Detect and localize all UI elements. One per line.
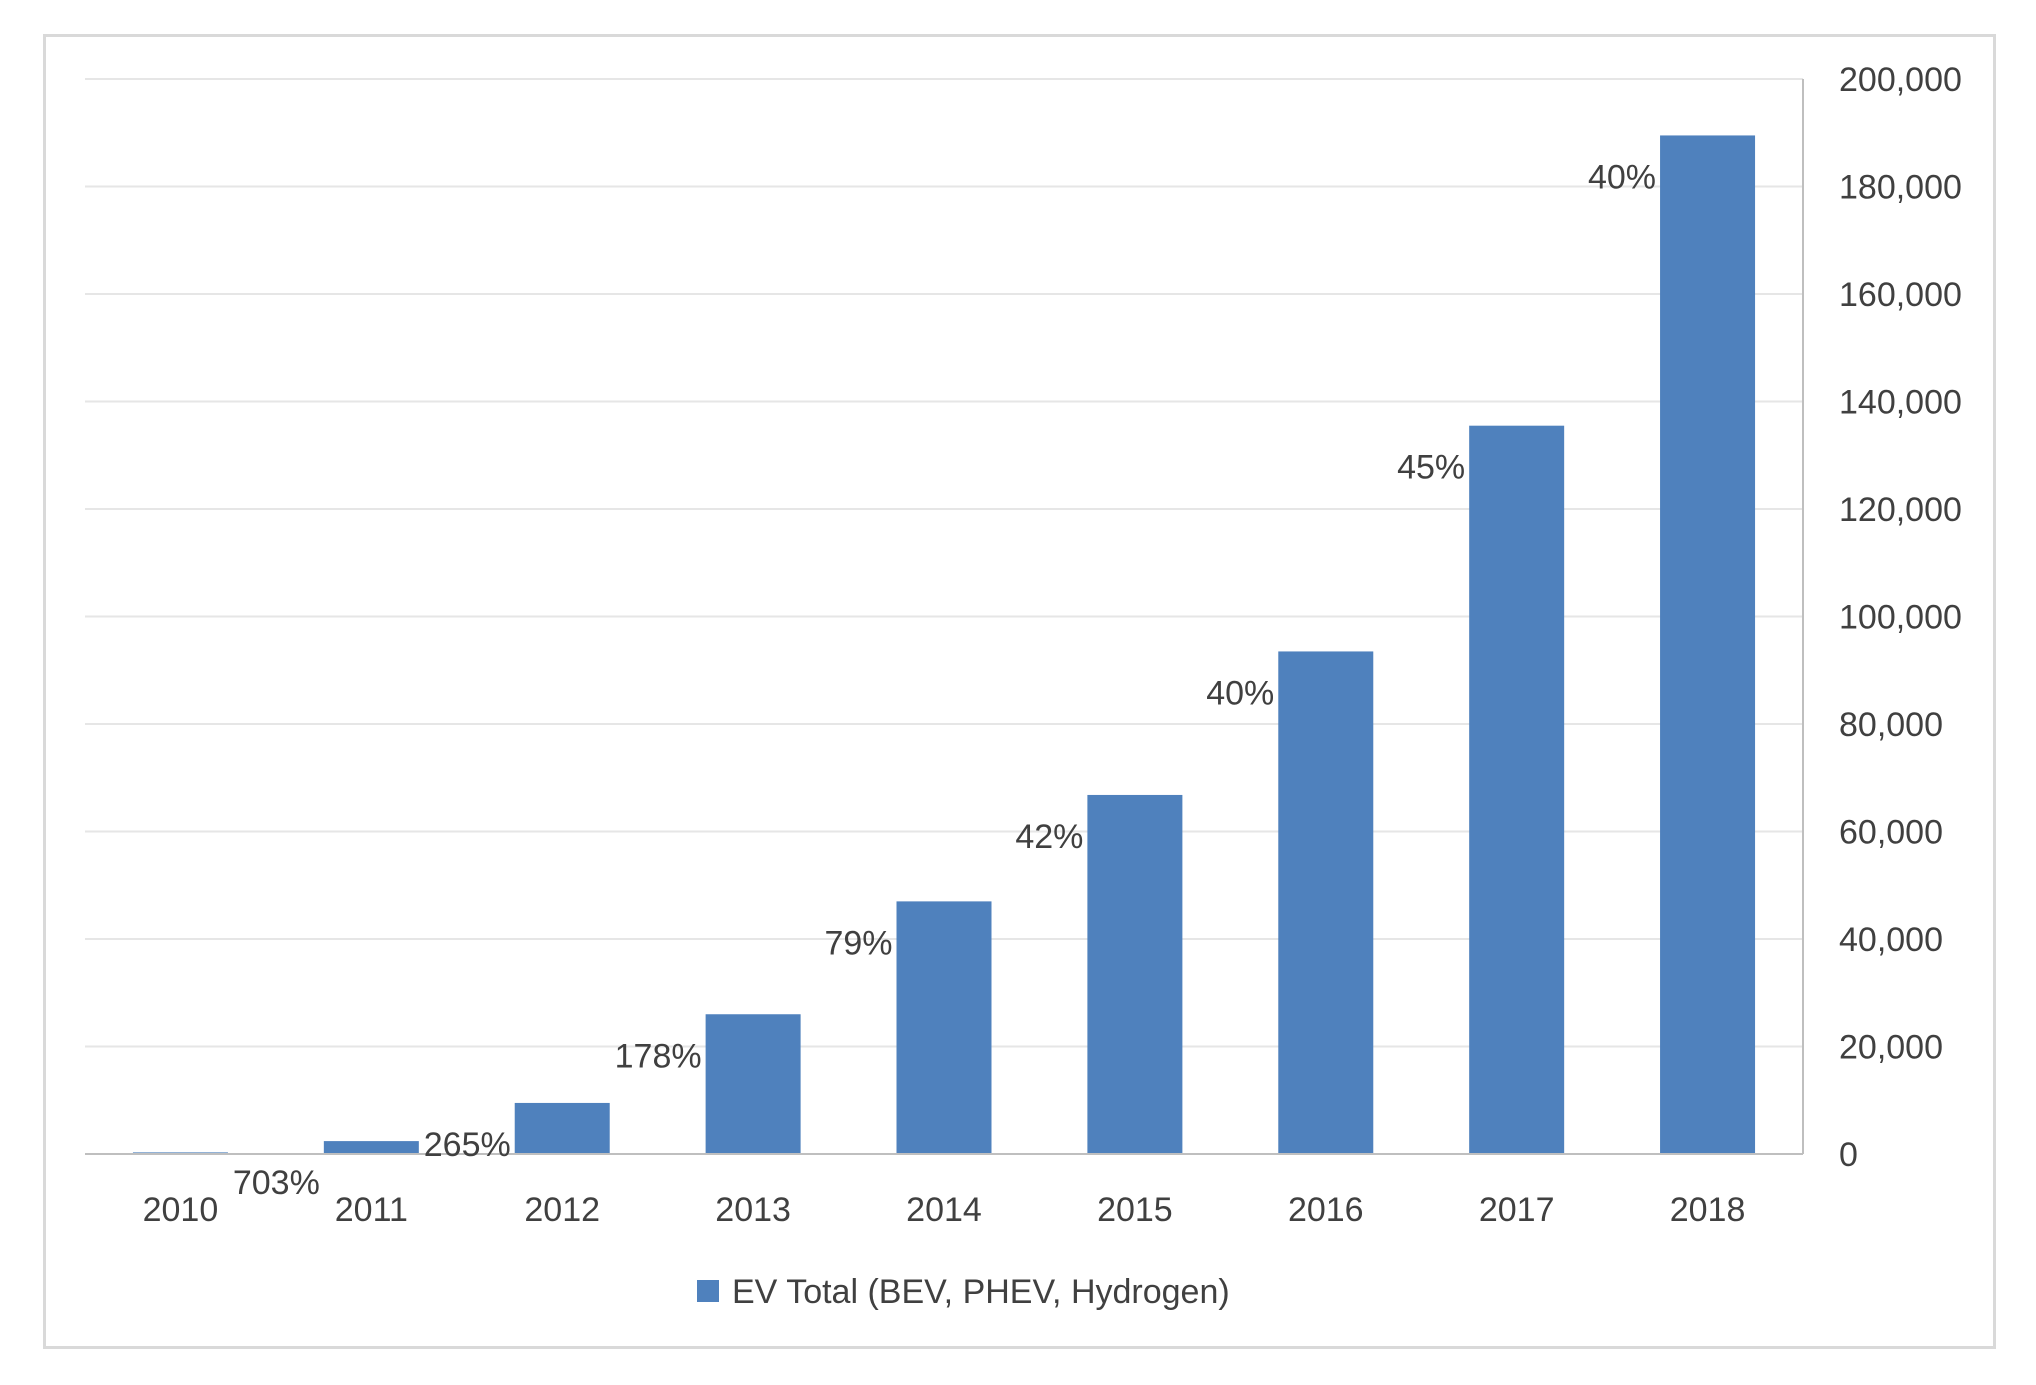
bar-2018 [1660,135,1756,1154]
gridlines [85,78,1803,1048]
y-tick-label: 140,000 [1839,384,1962,422]
data-label: 45% [1397,449,1465,487]
y-tick-label: 20,000 [1839,1029,1943,1067]
axes [85,79,1804,1155]
bar-2015 [1087,794,1183,1154]
x-axis-tick-labels: 2010 2011 2012 2013 2014 2015 2016 2017 2018 [143,1191,1746,1229]
y-tick-label: 180,000 [1839,169,1962,207]
x-tick-label: 2016 [1288,1191,1364,1229]
y-tick-label: 40,000 [1839,921,1943,959]
bar-2013 [705,1014,801,1154]
legend: EV Total (BEV, PHEV, Hydrogen) [697,1273,1230,1311]
y-tick-label: 120,000 [1839,491,1962,529]
x-tick-label: 2015 [1097,1191,1173,1229]
x-tick-label: 2013 [715,1191,791,1229]
bar-2017 [1469,425,1565,1154]
data-label: 703% [233,1164,320,1202]
y-tick-label: 60,000 [1839,814,1943,852]
x-tick-label: 2012 [524,1191,600,1229]
data-label: 178% [615,1037,702,1075]
x-tick-label: 2014 [906,1191,982,1229]
data-label: 79% [824,924,892,962]
data-label: 40% [1588,158,1656,196]
y-axis-tick-labels: 0 20,000 40,000 60,000 80,000 100,000 120,000 1… [1839,61,1962,1174]
x-tick-label: 2011 [335,1191,408,1229]
data-label: 40% [1206,674,1274,712]
data-labels: 703% 265% 178% 79% 42% 40% 45% 40% [233,158,1656,1202]
y-tick-label: 0 [1839,1136,1858,1174]
bars [132,135,1756,1154]
bar-2014 [896,901,992,1154]
x-tick-label: 2018 [1670,1191,1746,1229]
x-tick-label: 2010 [143,1191,219,1229]
y-tick-label: 80,000 [1839,706,1943,744]
x-tick-label: 2017 [1479,1191,1555,1229]
legend-label: EV Total (BEV, PHEV, Hydrogen) [732,1273,1230,1311]
y-tick-label: 160,000 [1839,276,1962,314]
bar-2016 [1278,651,1374,1154]
data-label: 265% [424,1126,511,1164]
chart-frame: 0 20,000 40,000 60,000 80,000 100,000 120,000 1… [43,34,1996,1349]
y-tick-label: 200,000 [1839,61,1962,99]
y-tick-label: 100,000 [1839,599,1962,637]
bar-chart: 0 20,000 40,000 60,000 80,000 100,000 120,000 1… [85,61,1962,1311]
bar-2012 [514,1102,610,1154]
data-label: 42% [1015,818,1083,856]
bar-2011 [323,1141,419,1154]
legend-swatch [697,1280,719,1302]
